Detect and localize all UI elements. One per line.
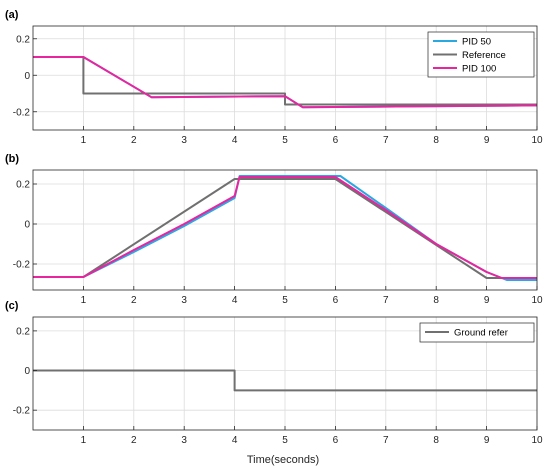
x-tick-label: 4	[232, 135, 238, 146]
legend-entry: PID 50	[462, 37, 491, 48]
x-tick-label: 6	[333, 435, 339, 446]
y-tick-label: 0	[24, 71, 30, 82]
y-tick-label: -0.2	[13, 406, 31, 417]
series-line-pid100	[33, 176, 537, 279]
y-tick-label: 0.2	[16, 326, 30, 337]
x-tick-label: 10	[531, 135, 543, 146]
x-tick-label: 9	[484, 135, 490, 146]
chart-panel-2: 1 2 3 4 5 6 7 8 9 10 0.2 0 -0.2 (b)	[5, 153, 543, 306]
x-tick-label: 9	[484, 435, 490, 446]
x-tick-label: 3	[181, 135, 187, 146]
series-line-reference	[33, 369, 537, 392]
x-tick-label: 4	[232, 295, 238, 306]
panel-label: (a)	[5, 9, 19, 21]
x-tick-label: 5	[282, 295, 288, 306]
x-tick-label: 9	[484, 295, 490, 306]
panel-label: (b)	[5, 153, 19, 165]
x-tick-label: 4	[232, 435, 238, 446]
legend-box	[419, 322, 535, 343]
legend-entry: PID 100	[462, 64, 496, 75]
x-tick-label: 3	[181, 435, 187, 446]
legend: Ground refer	[419, 322, 535, 343]
chart-panel-3: 1 2 3 4 5 6 7 8 9 10 0.2 0 -0.2 (c) Ground refer	[5, 300, 543, 446]
x-tick-label: 1	[81, 435, 87, 446]
x-tick-label: 3	[181, 295, 187, 306]
panel-label: (c)	[5, 300, 19, 312]
y-tick-label: 0	[24, 220, 30, 231]
x-tick-label: 6	[333, 135, 339, 146]
x-tick-label: 1	[81, 135, 87, 146]
x-tick-label: 7	[383, 295, 389, 306]
y-tick-label: 0.2	[16, 180, 30, 191]
x-tick-label: 8	[433, 135, 439, 146]
x-tick-label: 10	[531, 295, 543, 306]
x-tick-label: 10	[531, 435, 543, 446]
y-tick-label: -0.2	[13, 107, 31, 118]
x-axis-label: Time(seconds)	[247, 454, 319, 466]
y-tick-label: -0.2	[13, 260, 31, 271]
y-tick-label: 0.2	[16, 34, 30, 45]
y-tick-label: 0	[24, 366, 30, 377]
x-tick-label: 8	[433, 295, 439, 306]
x-tick-label: 8	[433, 435, 439, 446]
legend-entry: Reference	[462, 50, 506, 61]
x-tick-label: 5	[282, 435, 288, 446]
legend: PID 50 Reference PID 100	[427, 31, 535, 78]
x-tick-label: 5	[282, 135, 288, 146]
series-line-pid100	[33, 56, 538, 109]
x-tick-label: 1	[81, 295, 87, 306]
x-tick-label: 6	[333, 295, 339, 306]
x-tick-label: 2	[131, 435, 137, 446]
x-tick-label: 7	[383, 435, 389, 446]
legend-entry: Ground refer	[454, 328, 508, 339]
x-tick-label: 7	[383, 135, 389, 146]
x-tick-label: 2	[131, 135, 137, 146]
x-tick-label: 2	[131, 295, 137, 306]
chart-panel-1: 1 2 3 4 5 6 7 8 9 100.20-0.2(a)PID 50ReferencePID…	[5, 9, 543, 146]
